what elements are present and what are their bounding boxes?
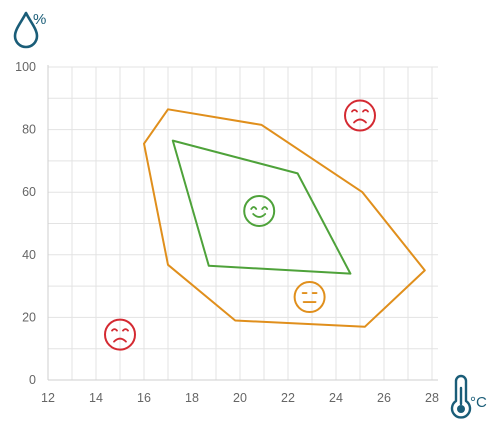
x-tick-label: 26 [377, 391, 391, 405]
x-axis-unit: °C [450, 374, 487, 419]
y-tick-label: 0 [29, 373, 36, 387]
sad-face-icon [104, 318, 136, 351]
x-tick-label: 14 [89, 391, 103, 405]
x-tick-label: 20 [233, 391, 247, 405]
y-tick-label: 40 [22, 248, 36, 262]
grid [47, 66, 438, 381]
thermometer-icon [450, 374, 472, 419]
inner-zone-line [171, 139, 352, 275]
x-tick-label: 18 [185, 391, 199, 405]
x-unit-label: °C [470, 394, 487, 411]
zones [143, 108, 426, 328]
y-unit-label: % [33, 11, 46, 28]
y-tick-label: 60 [22, 185, 36, 199]
x-tick-label: 22 [281, 391, 295, 405]
outer-zone-line [143, 108, 426, 328]
sad-face-icon [344, 99, 376, 132]
tick-labels: 12 14 16 18 20 22 24 26 28 0 20 40 60 80 100 [15, 60, 439, 405]
markers [104, 99, 376, 351]
y-tick-label: 100 [15, 60, 36, 74]
neutral-face-icon [293, 281, 326, 314]
x-tick-label: 28 [425, 391, 439, 405]
y-tick-label: 80 [22, 123, 36, 137]
y-axis-unit: % [13, 11, 46, 49]
happy-face-icon [243, 194, 276, 227]
axes [47, 65, 438, 381]
x-tick-label: 24 [329, 391, 343, 405]
water-drop-icon [13, 11, 39, 49]
x-tick-label: 12 [41, 391, 55, 405]
x-tick-label: 16 [137, 391, 151, 405]
y-tick-label: 20 [22, 310, 36, 324]
